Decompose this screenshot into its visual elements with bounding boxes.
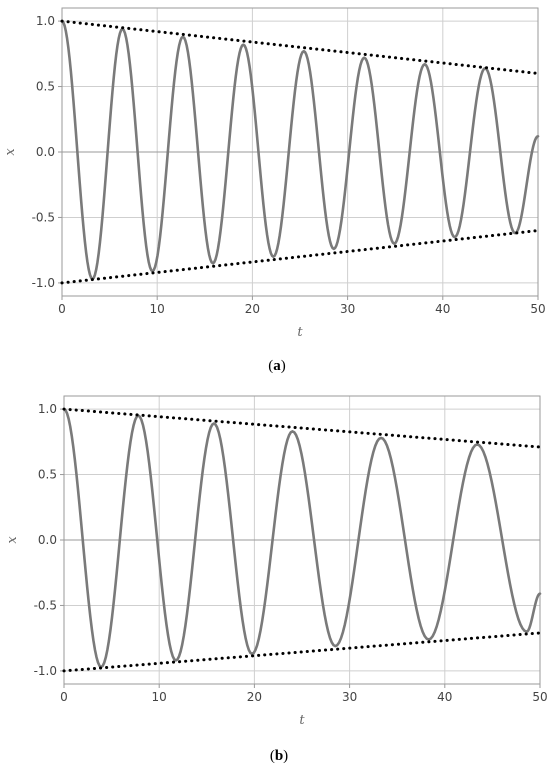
x-axis-label: t <box>297 325 303 340</box>
y-tick-label: -0.5 <box>34 598 57 612</box>
x-tick-label: 10 <box>150 302 165 316</box>
x-tick-label: 0 <box>60 690 68 704</box>
x-tick-label: 30 <box>342 690 357 704</box>
x-tick-label: 50 <box>530 302 545 316</box>
series-oscillation-line <box>60 19 540 281</box>
y-tick-label: -1.0 <box>34 664 57 678</box>
x-tick-label: 40 <box>437 690 452 704</box>
x-tick-label: 30 <box>340 302 355 316</box>
y-tick-label: -0.5 <box>32 210 55 224</box>
y-tick-label: 1.0 <box>36 14 55 28</box>
panel-caption: (b) <box>270 748 288 764</box>
lower-envelope-line <box>62 631 542 673</box>
series-oscillation-line <box>62 407 542 669</box>
panel-caption: (a) <box>268 358 286 374</box>
x-axis-label: t <box>299 713 305 728</box>
chart-panel-b: 0 10 20 30 40 50 -1.0 -0.5 0.0 0.5 1.0 t x (b) <box>5 395 548 764</box>
y-tick-label: -1.0 <box>32 276 55 290</box>
upper-envelope-line <box>62 407 542 449</box>
x-tick-label: 40 <box>435 302 450 316</box>
y-tick-label: 0.0 <box>38 533 57 547</box>
y-tick-label: 1.0 <box>38 402 57 416</box>
y-axis-label: x <box>3 148 18 156</box>
upper-envelope-line <box>60 19 540 75</box>
x-tick-label: 0 <box>58 302 66 316</box>
x-tick-label: 20 <box>245 302 260 316</box>
x-tick-label: 20 <box>247 690 262 704</box>
y-tick-label: 0.0 <box>36 145 55 159</box>
y-axis-label: x <box>5 536 20 544</box>
x-tick-label: 10 <box>152 690 167 704</box>
chart-panel-a: 0 10 20 30 40 50 -1.0 -0.5 0.0 0.5 1.0 t x (a) <box>3 7 546 374</box>
x-tick-label: 50 <box>532 690 547 704</box>
y-tick-label: 0.5 <box>38 468 57 482</box>
lower-envelope-line <box>60 229 540 285</box>
y-tick-label: 0.5 <box>36 80 55 94</box>
